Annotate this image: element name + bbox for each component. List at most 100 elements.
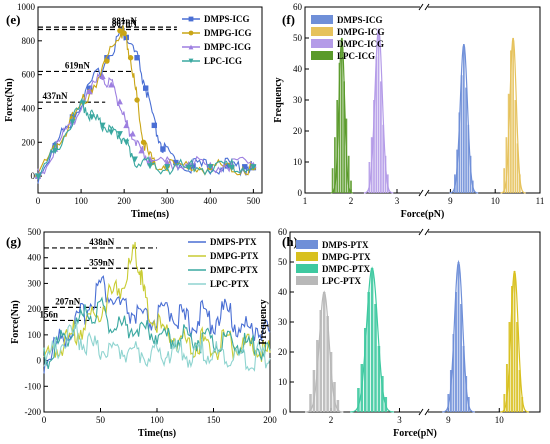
legend-label: LPC-PTX	[322, 276, 361, 286]
series-LPC-PTX	[305, 290, 344, 413]
histogram-bar	[322, 292, 326, 412]
histogram-bar	[368, 162, 371, 193]
y-tick-label: 600	[22, 70, 36, 80]
legend-marker	[188, 58, 194, 64]
legend-swatch	[311, 27, 333, 36]
data-point	[108, 129, 115, 136]
histogram-bar	[458, 112, 461, 193]
legend-label: DMPS-PTX	[210, 237, 257, 247]
histogram-bar	[514, 100, 517, 193]
x-tick-label: 10	[491, 196, 501, 206]
histogram-bar	[373, 100, 375, 193]
axis-break-mark	[424, 228, 430, 236]
histogram-bar	[465, 376, 468, 412]
annotation-label: 867nN	[112, 18, 138, 28]
histogram-bar	[374, 304, 377, 412]
legend-swatch	[296, 264, 318, 273]
axis-break-mark	[424, 3, 430, 11]
x-tick-label: 100	[74, 196, 88, 206]
chart-e: 0 100 200 300 400 500 0 200 400 600 800 1000 Time(ns…	[4, 2, 263, 220]
x-tick-label: 100	[150, 415, 164, 425]
histogram-bar	[350, 180, 352, 193]
x-tick-label: 200	[263, 415, 277, 425]
data-point	[134, 97, 140, 103]
data-point	[86, 88, 93, 95]
legend-label: DMPG-PTX	[322, 252, 371, 262]
histogram-bar	[455, 292, 457, 412]
data-point	[80, 100, 87, 107]
x-tick-label: 2	[349, 196, 354, 206]
y-tick-label: 10	[293, 157, 303, 167]
y-tick-label: 40	[278, 287, 288, 297]
x-tick-label: 500	[247, 196, 261, 206]
histogram-bar	[326, 316, 329, 412]
histogram-bar	[505, 364, 508, 412]
legend: DMPS-PTX DMPG-PTX DMPC-PTX LPC-PTX	[188, 237, 259, 289]
x-tick-label: 9	[448, 196, 453, 206]
histogram-bar	[462, 346, 465, 412]
x-tick-label: 200	[117, 196, 131, 206]
series-line	[43, 296, 271, 370]
chart-h: 2 3 9 10 0 10 20 30 40 50 60 Force(pN) Frequency DMPS…	[258, 227, 541, 439]
histogram-bar	[331, 168, 334, 193]
data-point	[228, 164, 235, 171]
legend-marker	[188, 44, 194, 50]
data-point	[129, 130, 136, 137]
histogram-bar	[338, 62, 341, 193]
histogram-bar	[319, 310, 323, 412]
axis-break-mark	[418, 228, 424, 236]
x-tick-label: 0	[42, 415, 47, 425]
data-point	[108, 81, 115, 88]
data-point	[121, 30, 127, 36]
data-point	[52, 148, 59, 155]
y-tick-label: 400	[28, 253, 42, 263]
y-tick-label: 30	[293, 95, 303, 105]
histogram-bar	[518, 370, 521, 412]
histogram-bar	[521, 397, 524, 412]
y-axis-label: Frequency	[258, 299, 269, 344]
histogram-bar	[457, 262, 460, 412]
fit-curve	[305, 290, 344, 413]
data-point	[151, 122, 158, 129]
y-tick-label: 20	[278, 347, 288, 357]
data-point	[164, 164, 171, 171]
histogram-bar	[312, 370, 316, 412]
y-tick-label: 50	[293, 33, 303, 43]
legend-label: DMPS-ICG	[204, 14, 250, 24]
legend-swatch	[296, 276, 318, 285]
x-tick-label: 2	[329, 415, 334, 425]
series-line	[37, 72, 254, 177]
legend-swatch	[311, 51, 333, 60]
y-tick-label: 500	[28, 227, 42, 237]
data-point	[131, 156, 138, 163]
histogram-bar	[363, 328, 367, 412]
data-point	[138, 147, 145, 154]
y-tick-label: 10	[278, 377, 288, 387]
y-tick-label: 0	[298, 188, 303, 198]
legend-swatch	[296, 240, 318, 249]
chart-f: 1 2 3 9 10 11 0 10 20 30 40 50 60 Force(pN) Frequency D…	[273, 2, 544, 220]
panel-label-g: (g)	[6, 234, 21, 249]
x-tick-label: 3	[395, 196, 400, 206]
axis-break-mask	[420, 4, 428, 10]
series-LPC-ICG	[330, 37, 353, 194]
data-point	[160, 146, 166, 152]
legend-swatch	[311, 15, 333, 24]
series-DMPG-PTX	[43, 241, 271, 362]
histogram-bar	[503, 168, 505, 193]
y-tick-label: -100	[25, 381, 42, 391]
data-point	[34, 173, 42, 180]
histogram-bar	[380, 81, 382, 193]
y-axis-label: Force(Nn)	[10, 300, 21, 344]
legend-label: DMPG-ICG	[337, 27, 385, 37]
x-tick-label: 400	[204, 196, 218, 206]
histogram-bar	[334, 137, 336, 193]
histogram-bar	[367, 292, 370, 412]
axis-break-mark	[424, 408, 430, 416]
histogram-bar	[503, 394, 506, 412]
histogram-bar	[516, 143, 519, 193]
legend-label: DMPC-PTX	[210, 265, 258, 275]
data-point	[185, 164, 192, 171]
histogram-bar	[465, 87, 467, 193]
